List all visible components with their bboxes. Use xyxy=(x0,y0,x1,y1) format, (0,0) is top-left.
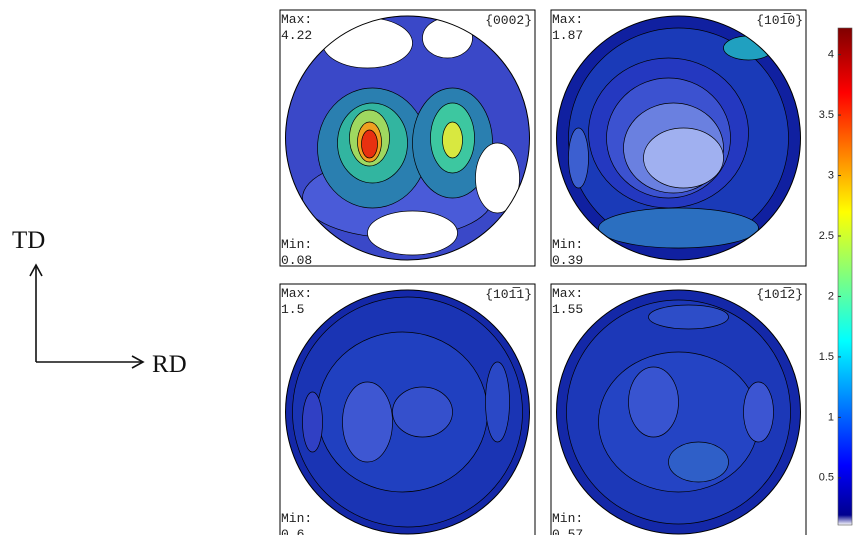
contour xyxy=(486,362,510,442)
min-label: Min: xyxy=(281,511,312,526)
pole-figure: {101̅2} Max:1.55 Min:0.57 xyxy=(551,284,806,535)
min-value: 0.39 xyxy=(552,253,583,268)
contour xyxy=(362,130,378,158)
min-label: Min: xyxy=(281,237,312,252)
max-label: Max: xyxy=(281,12,312,27)
colorbar-tick-label: 4 xyxy=(828,49,834,61)
max-value: 1.55 xyxy=(552,302,583,317)
colorbar-tick-label: 1.5 xyxy=(819,351,834,363)
axes-indicator: TD RD xyxy=(12,227,187,378)
contour xyxy=(629,367,679,437)
td-label: TD xyxy=(12,227,45,254)
contour xyxy=(393,387,453,437)
min-label: Min: xyxy=(552,511,583,526)
colorbar-tick-label: 1 xyxy=(828,411,834,423)
colorbar-tick-label: 3.5 xyxy=(819,109,834,121)
contour xyxy=(599,208,759,248)
contour xyxy=(343,382,393,462)
max-label: Max: xyxy=(281,286,312,301)
pole-figure: {0002} Max:4.22 Min:0.08 xyxy=(280,10,535,268)
pole-figure: {101̅1} Max:1.5 Min:0.6 xyxy=(280,284,535,535)
contours xyxy=(557,16,801,260)
colorbar-scale xyxy=(838,28,852,525)
max-label: Max: xyxy=(552,286,583,301)
figure: TD RD {0002}Max:4.22Min:0.08{101̅0}Max:1… xyxy=(0,0,854,535)
page: TD RD {0002}Max:4.22Min:0.08{101̅0}Max:1… xyxy=(0,0,854,535)
colorbar: 0.5 1 1.5 2 2.5 3 3.5 4 xyxy=(819,28,852,525)
contour xyxy=(569,128,589,188)
contours xyxy=(557,290,801,534)
colorbar-tick-label: 2.5 xyxy=(819,230,834,242)
contour xyxy=(744,382,774,442)
contours xyxy=(286,16,530,260)
colorbar-tick-label: 3 xyxy=(828,169,834,181)
contour xyxy=(649,305,729,329)
max-label: Max: xyxy=(552,12,583,27)
min-value: 0.57 xyxy=(552,527,583,535)
max-value: 1.87 xyxy=(552,28,583,43)
pole-figures: {0002}Max:4.22Min:0.08{101̅0}Max:1.87Min… xyxy=(280,10,806,535)
contour xyxy=(644,128,724,188)
contour xyxy=(368,211,458,255)
colorbar-tick-label: 0.5 xyxy=(819,472,834,484)
colorbar-tick-label: 2 xyxy=(828,290,834,302)
min-label: Min: xyxy=(552,237,583,252)
max-value: 1.5 xyxy=(281,302,304,317)
contours xyxy=(286,290,530,534)
rd-label: RD xyxy=(152,351,187,378)
contour xyxy=(303,392,323,452)
min-value: 0.6 xyxy=(281,527,304,535)
panel-title: {101̅1} xyxy=(485,287,532,302)
panel-title: {101̅2} xyxy=(756,287,803,302)
contour xyxy=(443,122,463,158)
min-value: 0.08 xyxy=(281,253,312,268)
panel-title: {101̅0} xyxy=(756,13,803,28)
pole-figure: {101̅0} Max:1.87 Min:0.39 xyxy=(551,10,806,268)
contour xyxy=(669,442,729,482)
max-value: 4.22 xyxy=(281,28,312,43)
panel-title: {0002} xyxy=(485,13,532,28)
